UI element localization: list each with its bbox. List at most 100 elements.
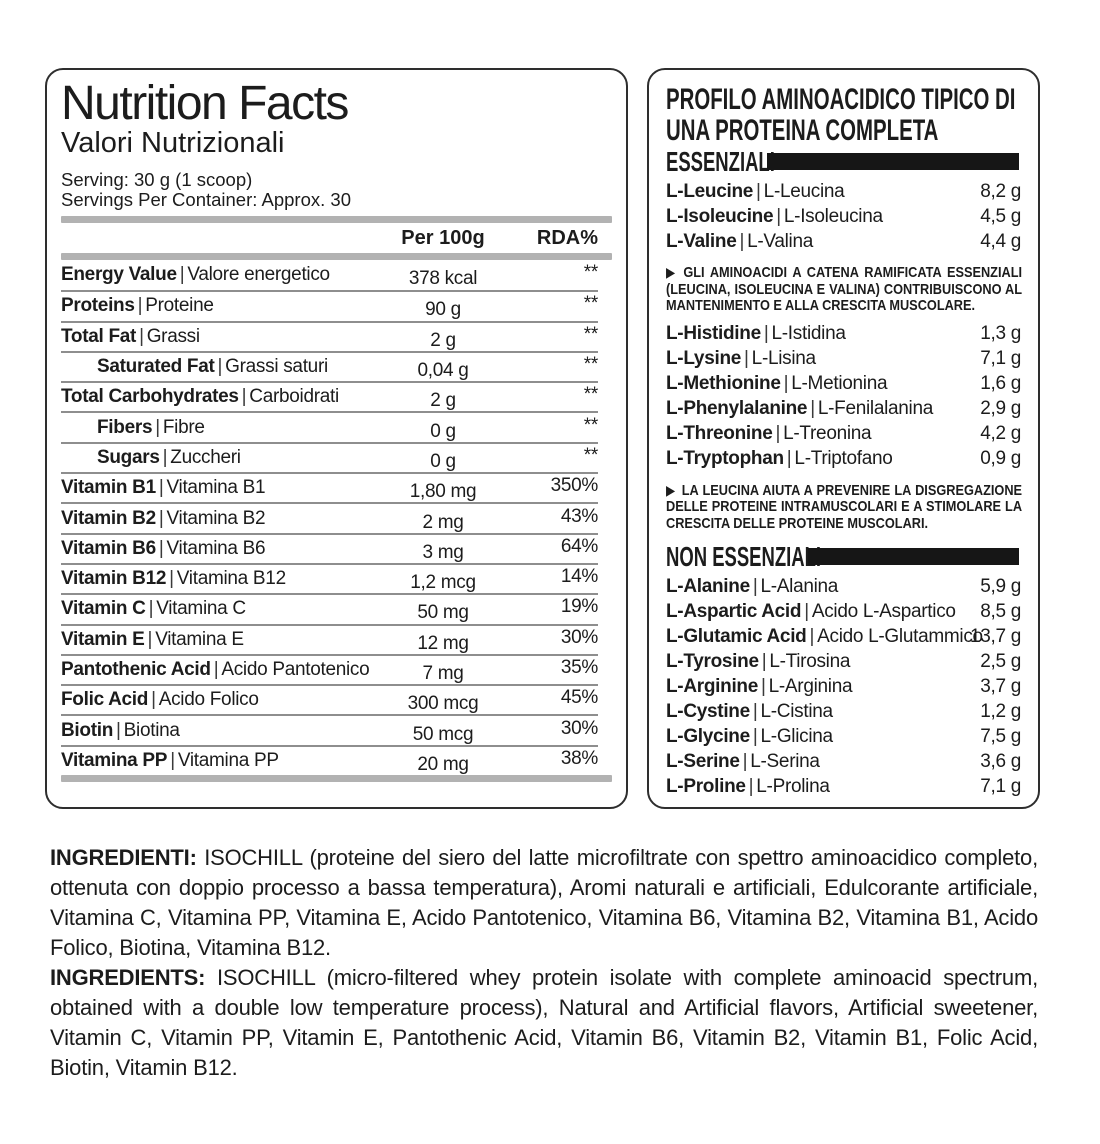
nutrient-rda: 350%	[550, 475, 599, 497]
nutrient-name-en: Vitamin B2	[61, 507, 156, 529]
amino-amount: 2,5 g	[980, 650, 1021, 672]
amino-name-en: L-Lysine	[666, 348, 742, 369]
pipe-separator: |	[763, 323, 769, 344]
nutrient-amount: 1,2 mcg	[410, 572, 476, 594]
amino-name: L-Arginine | L-Arginina	[666, 676, 980, 698]
pipe-separator: |	[744, 348, 749, 369]
ingredients-italian-text: ISOCHILL (proteine del siero del latte m…	[50, 845, 1038, 960]
amino-name-it: L-Metionina	[791, 373, 888, 394]
amino-name: L-Tryptophan | L-Triptofano	[666, 448, 980, 470]
nutrient-name-en: Folic Acid	[61, 689, 149, 711]
pipe-separator: |	[147, 628, 153, 650]
amino-name-en: L-Threonine	[666, 423, 773, 444]
amino-name-it: L-Tirosina	[769, 650, 851, 672]
amino-name-en: L-Isoleucine	[666, 205, 774, 227]
amino-row: L-Tryptophan | L-Triptofano 0,9 g	[666, 447, 1021, 472]
amino-amount: 3,6 g	[980, 750, 1021, 772]
non-essential-list: L-Alanine | L-Alanina 5,9 g L-Aspartic Aci…	[666, 574, 1021, 799]
amino-name-it: L-Cistina	[760, 700, 834, 722]
amino-row: L-Phenylalanine | L-Fenilalanina 2,9 g	[666, 397, 1021, 422]
nutrient-name: Total Fat | Grassi	[61, 326, 373, 348]
table-row: Vitamin B12 | Vitamina B12 1,2 mcg 14%	[61, 562, 598, 594]
nutrient-amount: 50 mcg	[412, 723, 474, 745]
amino-name-en: L-Glutamic Acid	[666, 625, 807, 647]
amino-amount: 7,1 g	[980, 775, 1021, 797]
pipe-separator: |	[775, 423, 781, 444]
amino-name-en: L-Proline	[666, 775, 746, 797]
nutrient-table: Energy Value | Valore energetico 378 kcal …	[61, 260, 612, 775]
amino-amount: 7,5 g	[980, 725, 1021, 747]
nutrient-name-en: Saturated Fat	[97, 356, 215, 378]
nutrient-name: Proteins | Proteine	[61, 295, 373, 317]
amino-name-en: L-Leucine	[666, 180, 754, 202]
nutrient-rda: **	[583, 293, 599, 315]
nutrient-name-it: Grassi	[146, 325, 200, 347]
nutrient-name: Energy Value | Valore energetico	[61, 264, 373, 286]
nutrient-name-it: Vitamina PP	[177, 749, 279, 771]
pipe-separator: |	[158, 477, 164, 499]
section-bar	[808, 548, 1019, 565]
amino-row: L-Aspartic Acid | Acido L-Aspartico 8,5 g	[666, 599, 1021, 624]
amino-amount: 3,7 g	[980, 675, 1021, 697]
amino-profile-title: PROFILO AMINOACIDICO TIPICO DI UNA PROTE…	[666, 83, 1016, 147]
amino-name-it: L-Istidina	[771, 323, 846, 344]
nutrition-facts-panel: Nutrition Facts Valori Nutrizionali Serv…	[45, 68, 628, 809]
pipe-separator: |	[158, 507, 164, 529]
pipe-separator: |	[748, 775, 754, 797]
nutrient-amount: 50 mg	[417, 602, 469, 624]
amino-amount: 4,4 g	[980, 230, 1021, 252]
amino-name-it: L-Lisina	[751, 348, 816, 369]
nutrient-name-it: Acido Folico	[158, 689, 259, 711]
amino-name-it: L-Arginina	[768, 675, 853, 697]
nutrient-rda: **	[583, 384, 599, 406]
nutrient-name-it: Vitamina B6	[166, 537, 266, 559]
ingredients-italian: INGREDIENTI: ISOCHILL (proteine del sier…	[50, 843, 1038, 963]
pipe-separator: |	[217, 356, 223, 378]
ingredients-italian-label: INGREDIENTI:	[50, 845, 197, 870]
divider-bar	[61, 216, 612, 223]
nutrient-name-en: Total Fat	[61, 325, 137, 347]
amino-row: L-Lysine | L-Lisina 7,1 g	[666, 347, 1021, 372]
nutrient-name: Vitamin B1 | Vitamina B1	[61, 477, 373, 499]
amino-name: L-Glutamic Acid | Acido L-Glutammico	[666, 625, 983, 648]
nutrient-rda: **	[583, 444, 599, 466]
amino-name-en: L-Serine	[666, 750, 740, 772]
pipe-separator: |	[139, 325, 144, 347]
table-row: Total Fat | Grassi 2 g **	[61, 320, 598, 351]
nutrient-name-it: Carboidrati	[249, 386, 339, 408]
amino-row: L-Serine | L-Serina 3,6 g	[666, 749, 1021, 774]
amino-amount: 7,1 g	[980, 348, 1021, 369]
arrow-icon: ▶	[666, 481, 676, 498]
amino-name: L-Phenylalanine | L-Fenilalanina	[666, 398, 980, 420]
panel-title: Nutrition Facts	[61, 77, 349, 130]
table-row: Vitamin B2 | Vitamina B2 2 mg 43%	[61, 502, 598, 533]
amino-row: L-Threonine | L-Treonina 4,2 g	[666, 422, 1021, 447]
table-row: Vitamin B6 | Vitamina B6 3 mg 64%	[61, 532, 598, 563]
table-row: Biotin | Biotina 50 mcg 30%	[61, 714, 598, 745]
nutrient-name: Vitamin B12 | Vitamina B12	[61, 568, 373, 590]
table-row: Pantothenic Acid | Acido Pantotenico 7 mg …	[61, 653, 598, 684]
amino-name-it: L-Treonina	[783, 423, 872, 444]
pipe-separator: |	[169, 568, 174, 590]
table-row: Proteins | Proteine 90 g **	[61, 290, 598, 320]
pipe-separator: |	[756, 180, 761, 202]
amino-name: L-Histidine | L-Istidina	[666, 323, 980, 345]
divider-bar	[61, 253, 612, 260]
amino-amount: 0,9 g	[980, 448, 1021, 469]
nutrient-name-it: Fibre	[162, 416, 205, 438]
leucine-note-text: LA LEUCINA AIUTA A PREVENIRE LA DISGREGA…	[666, 481, 1023, 532]
nutrient-amount: 3 mg	[422, 541, 464, 563]
nutrient-name: Saturated Fat | Grassi saturi	[61, 356, 373, 378]
amino-name-en: L-Histidine	[666, 323, 761, 344]
leucine-note: ▶ LA LEUCINA AIUTA A PREVENIRE LA DISGREG…	[666, 482, 1022, 533]
table-row: Total Carbohydrates | Carboidrati 2 g **	[61, 381, 598, 411]
amino-name: L-Methionine | L-Metionina	[666, 373, 980, 395]
section-bar	[767, 153, 1019, 170]
amino-profile-panel: PROFILO AMINOACIDICO TIPICO DI UNA PROTE…	[647, 68, 1040, 809]
pipe-separator: |	[752, 700, 758, 722]
pipe-separator: |	[739, 230, 745, 252]
amino-name-en: L-Alanine	[666, 575, 750, 597]
table-row: Vitamin B1 | Vitamina B1 1,80 mg 350%	[61, 472, 598, 502]
non-essential-label: NON ESSENZIALI	[666, 541, 822, 572]
amino-name-en: L-Methionine	[666, 373, 781, 394]
